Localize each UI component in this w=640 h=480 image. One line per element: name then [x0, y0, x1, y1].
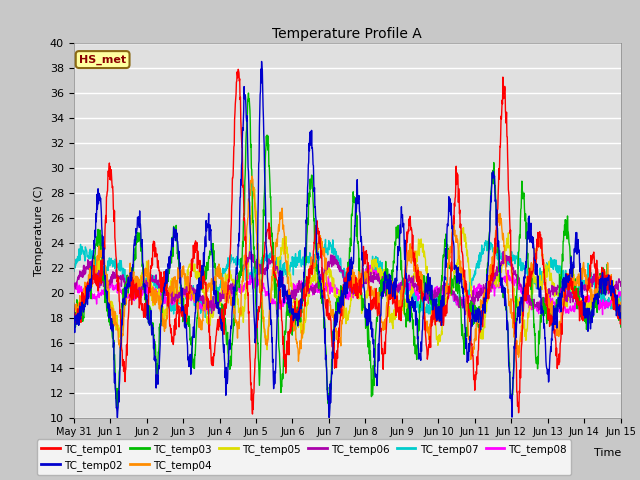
- TC_temp02: [314, 251, 322, 256]
- TC_temp08: [70, 286, 77, 292]
- Line: TC_temp05: TC_temp05: [74, 187, 621, 349]
- TC_temp03: [70, 310, 77, 316]
- TC_temp04: [134, 280, 142, 286]
- TC_temp02: [382, 277, 390, 283]
- Text: Time: Time: [593, 447, 621, 457]
- TC_temp04: [617, 312, 625, 318]
- TC_temp06: [313, 284, 321, 289]
- TC_temp04: [314, 246, 322, 252]
- TC_temp02: [324, 396, 332, 402]
- TC_temp02: [258, 59, 266, 64]
- TC_temp05: [382, 281, 390, 287]
- TC_temp06: [461, 312, 468, 318]
- TC_temp03: [244, 90, 252, 96]
- Line: TC_temp01: TC_temp01: [74, 69, 621, 414]
- TC_temp08: [323, 280, 331, 286]
- TC_temp07: [617, 290, 625, 296]
- Legend: TC_temp01, TC_temp02, TC_temp03, TC_temp04, TC_temp05, TC_temp06, TC_temp07, TC_: TC_temp01, TC_temp02, TC_temp03, TC_temp…: [37, 439, 572, 475]
- TC_temp01: [617, 316, 625, 322]
- TC_temp01: [303, 287, 310, 293]
- TC_temp06: [112, 275, 120, 280]
- Line: TC_temp04: TC_temp04: [74, 176, 621, 361]
- TC_temp05: [303, 305, 310, 311]
- TC_temp03: [314, 271, 321, 277]
- Line: TC_temp08: TC_temp08: [74, 264, 621, 314]
- TC_temp06: [499, 249, 507, 254]
- TC_temp02: [135, 222, 143, 228]
- TC_temp07: [70, 263, 77, 269]
- TC_temp01: [382, 332, 390, 338]
- TC_temp03: [382, 259, 390, 264]
- TC_temp06: [381, 280, 389, 286]
- TC_temp04: [382, 323, 390, 328]
- TC_temp07: [134, 289, 142, 295]
- TC_temp08: [313, 287, 321, 292]
- TC_temp02: [70, 300, 77, 306]
- TC_temp04: [294, 359, 302, 364]
- TC_temp02: [617, 313, 625, 319]
- Title: Temperature Profile A: Temperature Profile A: [273, 27, 422, 41]
- TC_temp08: [381, 286, 389, 291]
- TC_temp03: [325, 413, 333, 419]
- TC_temp07: [112, 261, 120, 266]
- TC_temp06: [323, 266, 331, 272]
- TC_temp05: [134, 276, 142, 282]
- Line: TC_temp07: TC_temp07: [74, 240, 621, 318]
- Line: TC_temp02: TC_temp02: [74, 61, 621, 418]
- TC_temp08: [598, 312, 606, 317]
- TC_temp05: [314, 275, 322, 280]
- TC_temp05: [263, 347, 271, 352]
- TC_temp08: [302, 277, 310, 283]
- TC_temp03: [323, 387, 331, 393]
- TC_temp08: [369, 261, 376, 267]
- TC_temp07: [324, 252, 332, 258]
- Line: TC_temp06: TC_temp06: [74, 252, 621, 315]
- TC_temp07: [202, 315, 209, 321]
- TC_temp05: [112, 327, 120, 333]
- TC_temp07: [322, 237, 330, 242]
- TC_temp04: [324, 282, 332, 288]
- TC_temp02: [303, 221, 310, 227]
- TC_temp06: [617, 283, 625, 289]
- TC_temp01: [70, 306, 77, 312]
- TC_temp08: [134, 293, 142, 299]
- TC_temp01: [314, 225, 322, 231]
- TC_temp01: [324, 297, 332, 303]
- TC_temp01: [112, 253, 120, 259]
- TC_temp03: [302, 260, 310, 266]
- TC_temp07: [382, 270, 390, 276]
- TC_temp05: [70, 298, 77, 303]
- TC_temp02: [113, 415, 121, 420]
- TC_temp04: [112, 322, 120, 327]
- TC_temp01: [248, 411, 256, 417]
- TC_temp07: [314, 254, 321, 260]
- TC_temp02: [112, 396, 120, 401]
- TC_temp05: [250, 184, 258, 190]
- TC_temp01: [234, 66, 242, 72]
- TC_temp06: [70, 284, 77, 290]
- TC_temp03: [617, 324, 625, 330]
- TC_temp06: [302, 284, 310, 289]
- TC_temp05: [617, 300, 625, 306]
- Line: TC_temp03: TC_temp03: [74, 93, 621, 416]
- TC_temp08: [112, 283, 120, 289]
- TC_temp03: [112, 396, 120, 401]
- Y-axis label: Temperature (C): Temperature (C): [34, 185, 44, 276]
- TC_temp06: [134, 283, 142, 288]
- TC_temp04: [248, 173, 256, 179]
- TC_temp03: [134, 232, 142, 238]
- TC_temp07: [302, 255, 310, 261]
- Text: HS_met: HS_met: [79, 54, 126, 65]
- TC_temp04: [303, 293, 310, 299]
- TC_temp04: [70, 312, 77, 317]
- TC_temp08: [617, 293, 625, 299]
- TC_temp01: [134, 289, 142, 295]
- TC_temp05: [324, 266, 332, 272]
